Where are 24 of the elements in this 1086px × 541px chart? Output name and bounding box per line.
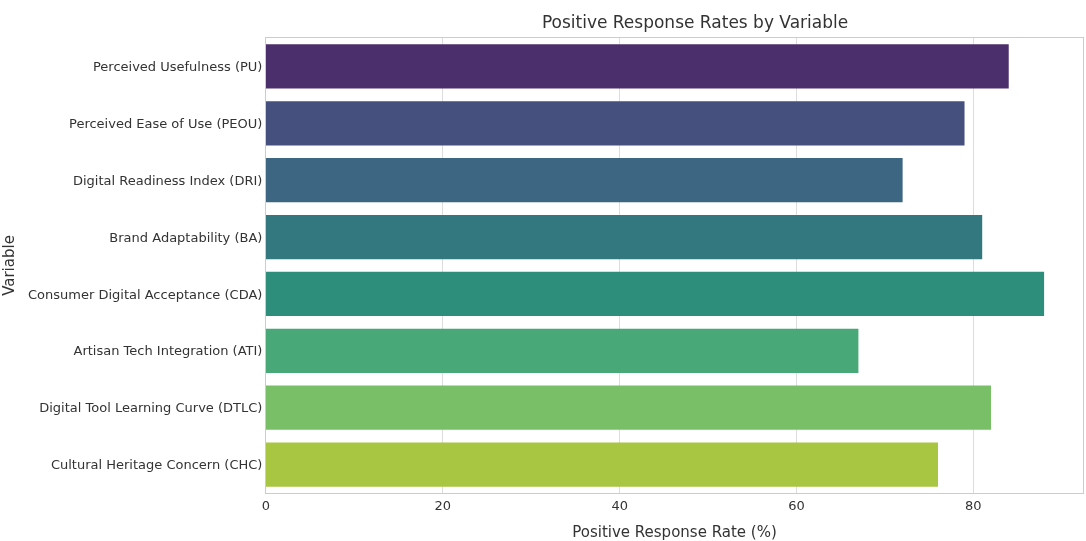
bar: [266, 44, 1009, 89]
y-tick-label: Digital Tool Learning Curve (DTLC): [39, 400, 263, 416]
bar: [266, 442, 938, 487]
y-tick-label: Artisan Tech Integration (ATI): [73, 343, 263, 359]
bar: [266, 101, 965, 146]
bar: [266, 158, 903, 203]
bar: [266, 385, 992, 430]
y-axis-title: Variable: [0, 235, 18, 296]
x-tick-label: 40: [611, 497, 628, 513]
bar: [266, 214, 983, 260]
y-tick-label: Consumer Digital Acceptance (CDA): [27, 286, 263, 302]
y-tick-label: Cultural Heritage Concern (CHC): [50, 457, 263, 473]
x-tick-label: 60: [788, 497, 805, 513]
bar: [266, 271, 1045, 317]
x-tick-label: 20: [434, 497, 452, 513]
chart-title: Positive Response Rates by Variable: [541, 12, 849, 33]
y-tick-label: Perceived Usefulness (PU): [92, 58, 263, 74]
x-axis-title: Positive Response Rate (%): [572, 523, 777, 541]
y-tick-label: Digital Readiness Index (DRI): [72, 172, 263, 188]
y-tick-label: Perceived Ease of Use (PEOU): [69, 115, 263, 131]
bar: [266, 328, 859, 373]
y-tick-label: Brand Adaptability (BA): [109, 229, 263, 245]
x-tick-label: 0: [261, 497, 271, 513]
x-tick-label: 80: [965, 497, 982, 513]
